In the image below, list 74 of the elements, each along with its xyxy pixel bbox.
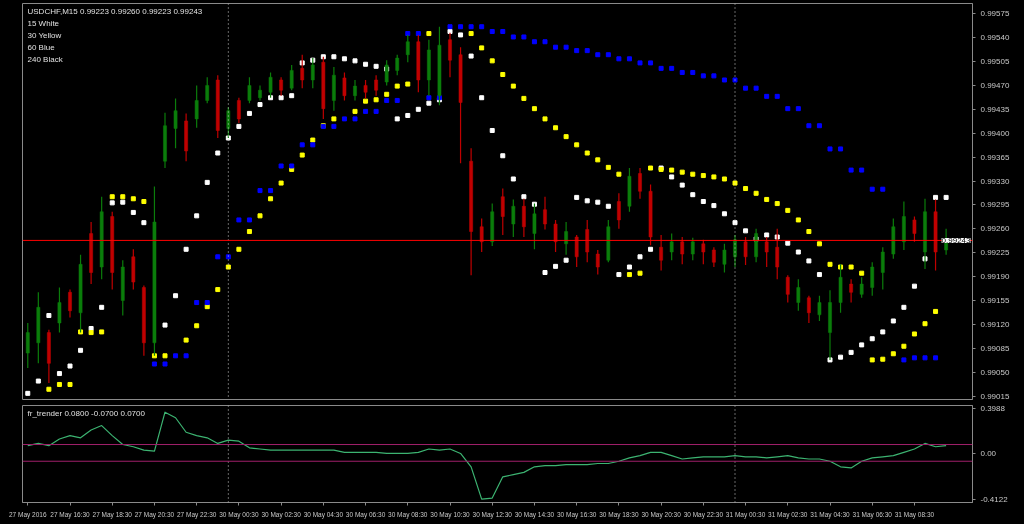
chart-title: USDCHF,M15 0.99223 0.99260 0.99223 0.99243: [27, 6, 203, 16]
candlestick: [543, 196, 547, 231]
candlestick: [585, 219, 590, 263]
candlestick: [807, 295, 811, 324]
candlestick: [353, 79, 357, 102]
y-tick-label: 0.99190: [980, 272, 1010, 282]
candlestick: [912, 215, 917, 243]
y-tick-label: 0.3988: [980, 404, 1006, 414]
candlestick: [775, 228, 780, 280]
candlestick: [785, 274, 790, 304]
y-tick-label: -0.4122: [980, 494, 1009, 504]
y-tick-label: 0.99295: [980, 200, 1010, 210]
candlestick: [363, 79, 368, 99]
candlestick: [849, 278, 853, 304]
candlestick: [680, 236, 685, 265]
candlestick: [796, 278, 801, 312]
candlestick: [194, 84, 199, 129]
candlestick: [479, 217, 484, 253]
y-tick-label: 0.99015: [980, 391, 1010, 401]
y-tick-label: 0.99470: [980, 80, 1010, 90]
candlestick: [701, 239, 706, 265]
y-tick-label: 0.99365: [980, 152, 1010, 162]
candlestick: [500, 187, 505, 236]
candlestick: [268, 71, 273, 99]
chart-title: fr_trender 0.0800 -0.0700 0.0700: [27, 408, 146, 418]
candlestick: [669, 232, 674, 261]
candlestick: [690, 237, 695, 261]
candlestick: [659, 234, 663, 272]
y-tick-label: 0.99435: [980, 104, 1010, 114]
candlestick: [68, 288, 72, 319]
candlestick: [574, 234, 579, 268]
candlestick: [511, 198, 516, 238]
y-tick-label: 0.99540: [980, 33, 1010, 43]
line-series: [27, 411, 947, 500]
y-tick-label: 0.99505: [980, 57, 1010, 67]
candlestick: [595, 249, 600, 276]
annotation: 60 Blue: [27, 42, 56, 52]
candlestick: [405, 34, 410, 63]
y-tick-label: 0.99575: [980, 9, 1010, 19]
annotation: 240 Black: [27, 54, 64, 64]
y-tick-label: 0.99085: [980, 343, 1010, 353]
candlestick: [722, 243, 727, 274]
y-tick-label: 0.99400: [980, 128, 1010, 138]
candlestick: [859, 276, 864, 299]
y-tick-label: 0.99120: [980, 319, 1010, 329]
candlestick: [300, 54, 305, 89]
annotation: 30 Yellow: [27, 30, 62, 40]
candlestick: [712, 246, 716, 268]
candlestick: [205, 76, 210, 104]
candlestick: [564, 221, 568, 256]
candlestick: [617, 192, 621, 230]
candlestick: [57, 286, 62, 334]
candlestick: [880, 246, 885, 291]
candlestick: [247, 76, 252, 104]
candlestick: [743, 236, 748, 266]
candlestick: [374, 74, 378, 97]
y-tick-label: 0.99155: [980, 296, 1010, 305]
y-tick-label: 0.00: [980, 448, 997, 458]
candlestick: [173, 97, 178, 149]
y-tick-label: 0.99260: [980, 224, 1010, 234]
candlestick: [553, 219, 558, 253]
candlestick: [638, 167, 642, 200]
candlestick: [870, 261, 875, 297]
y-tick-label: 0.99330: [980, 176, 1010, 186]
candlestick: [532, 202, 537, 250]
y-tick-label: 0.99050: [980, 367, 1010, 377]
y-tick-label: 0.99225: [980, 248, 1010, 258]
annotation: 15 White: [27, 18, 60, 28]
candlestick: [25, 322, 30, 369]
candlestick: [395, 54, 400, 76]
candlestick: [342, 71, 347, 102]
candlestick: [817, 295, 822, 322]
candlestick: [237, 97, 241, 124]
candlestick: [289, 64, 294, 91]
